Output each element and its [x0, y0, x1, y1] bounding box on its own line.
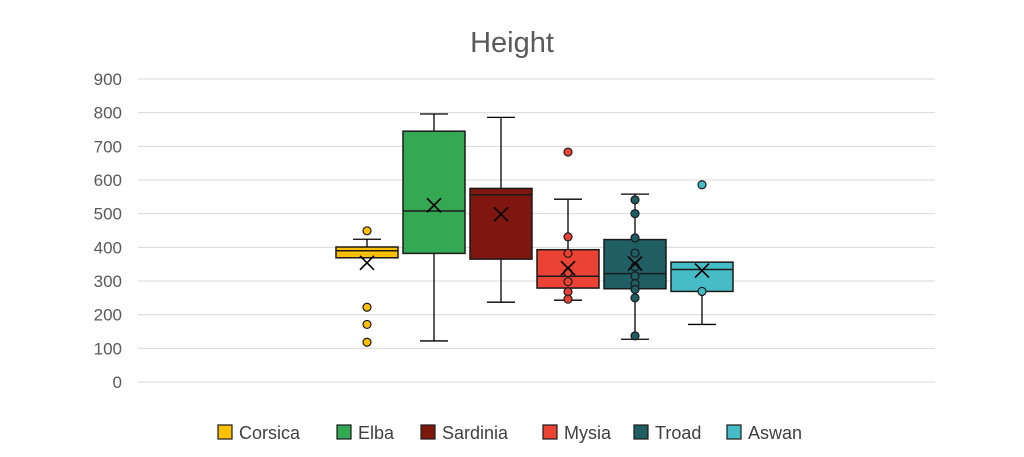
data-point — [630, 209, 640, 219]
legend-item-corsica: Corsica — [217, 423, 301, 443]
outlier-point — [362, 337, 372, 347]
data-point — [630, 284, 640, 295]
legend-label: Sardinia — [442, 423, 509, 443]
data-point — [630, 195, 640, 205]
legend-swatch — [633, 424, 649, 440]
y-tick-label: 100 — [94, 339, 122, 358]
box-corsica — [335, 226, 399, 347]
mean-marker — [493, 206, 509, 222]
legend-swatch — [420, 424, 436, 440]
legend-label: Troad — [655, 423, 701, 443]
y-tick-label: 600 — [94, 171, 122, 190]
chart-title: Height — [470, 27, 554, 59]
legend-swatch — [726, 424, 742, 440]
y-tick-label: 900 — [94, 70, 122, 89]
outlier-point — [697, 180, 707, 190]
data-point — [630, 248, 640, 258]
data-point — [563, 277, 573, 287]
mean-marker — [426, 197, 442, 213]
outlier-point — [563, 147, 573, 157]
y-tick-label: 700 — [94, 137, 122, 156]
box-iqr — [402, 130, 466, 255]
data-point — [563, 232, 573, 242]
legend-item-elba: Elba — [336, 423, 395, 443]
legend-label: Aswan — [748, 423, 802, 443]
data-point — [563, 294, 573, 304]
box-mysia — [536, 147, 600, 304]
outlier-point — [362, 319, 372, 330]
mean-marker — [560, 260, 576, 276]
legend-swatch — [542, 424, 558, 440]
legend-item-troad: Troad — [633, 423, 701, 443]
y-tick-label: 400 — [94, 238, 122, 257]
data-point — [563, 287, 573, 297]
box-iqr — [469, 187, 533, 260]
legend-swatch — [217, 424, 233, 440]
mean-marker — [627, 255, 643, 272]
data-point — [630, 233, 640, 243]
y-tick-label: 800 — [94, 104, 122, 123]
data-point — [630, 331, 640, 341]
y-tick-label: 300 — [94, 272, 122, 291]
y-tick-label: 0 — [113, 373, 122, 392]
data-point — [630, 293, 640, 303]
legend-label: Mysia — [564, 423, 612, 443]
legend-item-mysia: Mysia — [542, 423, 612, 443]
y-tick-label: 200 — [94, 306, 122, 325]
data-point — [563, 267, 573, 278]
data-point — [697, 286, 707, 297]
box-iqr — [670, 261, 734, 293]
legend-label: Corsica — [239, 423, 301, 443]
mean-marker — [359, 255, 375, 271]
box-sardinia — [469, 116, 533, 303]
data-point — [563, 248, 573, 258]
data-point — [630, 271, 640, 281]
legend-label: Elba — [358, 423, 395, 443]
outlier-point — [362, 226, 372, 236]
legend-swatch — [336, 424, 352, 440]
box-troad — [603, 193, 667, 341]
outlier-point — [362, 302, 372, 312]
box-iqr — [335, 246, 399, 259]
box-elba — [402, 113, 466, 342]
legend-item-sardinia: Sardinia — [420, 423, 509, 443]
legend-item-aswan: Aswan — [726, 423, 802, 443]
mean-marker — [694, 262, 710, 279]
box-aswan — [670, 180, 734, 326]
y-tick-label: 500 — [94, 205, 122, 224]
